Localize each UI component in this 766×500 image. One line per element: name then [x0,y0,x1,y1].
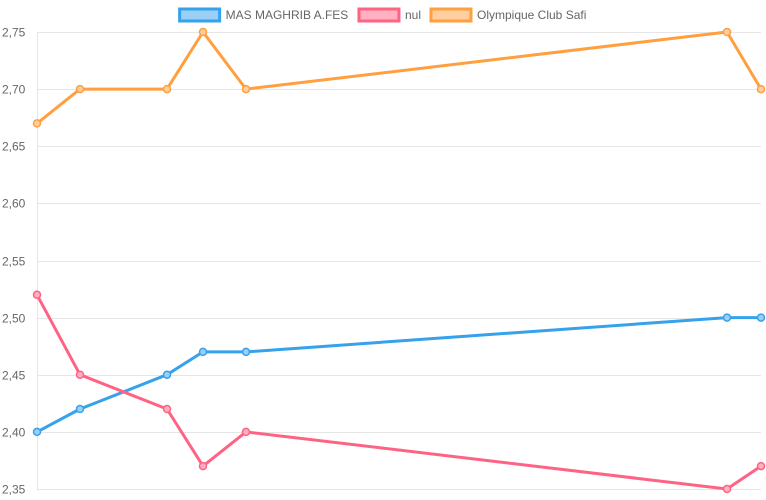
legend-swatch-2 [429,7,473,23]
data-point-2-4 [241,84,251,94]
legend-swatch-1 [357,7,401,23]
data-point-2-3 [198,27,208,37]
legend-label-2: Olympique Club Safi [477,8,586,22]
data-point-0-0 [32,427,42,437]
data-point-1-0 [32,290,42,300]
data-point-1-2 [162,404,172,414]
y-tick-label: 2,45 [2,369,26,383]
y-tick-label: 2,75 [2,26,26,40]
data-point-1-6 [756,461,766,471]
data-point-0-6 [756,313,766,322]
data-point-0-1 [75,404,85,414]
data-point-1-1 [75,370,85,379]
data-point-2-6 [756,84,766,94]
y-tick-label: 2,65 [2,140,26,154]
data-point-2-1 [75,84,85,94]
data-point-1-3 [198,461,208,471]
series-line-0 [36,316,761,434]
data-point-0-3 [198,347,208,357]
series-line-2 [36,30,763,125]
y-tick-label: 2,40 [2,426,26,440]
data-point-0-4 [241,347,251,357]
y-tick-label: 2,60 [2,197,26,211]
data-point-2-5 [722,27,732,37]
y-tick-label: 2,50 [2,312,26,326]
legend-swatch-0 [178,7,222,23]
y-axis: 2,35 2,40 2,45 2,50 2,55 2,60 2,65 2,70 2,75 [2,26,26,497]
y-tick-label: 2,70 [2,83,26,97]
data-point-2-0 [32,119,42,128]
y-tick-label: 2,35 [2,483,26,497]
legend: MAS MAGHRIB A.FES nul Olympique Club Safi [178,7,586,23]
legend-label-0: MAS MAGHRIB A.FES [226,8,349,22]
data-point-1-4 [241,427,251,437]
data-point-0-5 [722,313,732,322]
data-point-2-2 [162,84,172,94]
grid-lines [37,32,761,490]
plot-area [32,27,766,494]
legend-label-1: nul [405,8,421,22]
data-point-0-2 [162,370,172,379]
data-point-1-5 [722,484,732,494]
y-tick-label: 2,55 [2,255,26,269]
